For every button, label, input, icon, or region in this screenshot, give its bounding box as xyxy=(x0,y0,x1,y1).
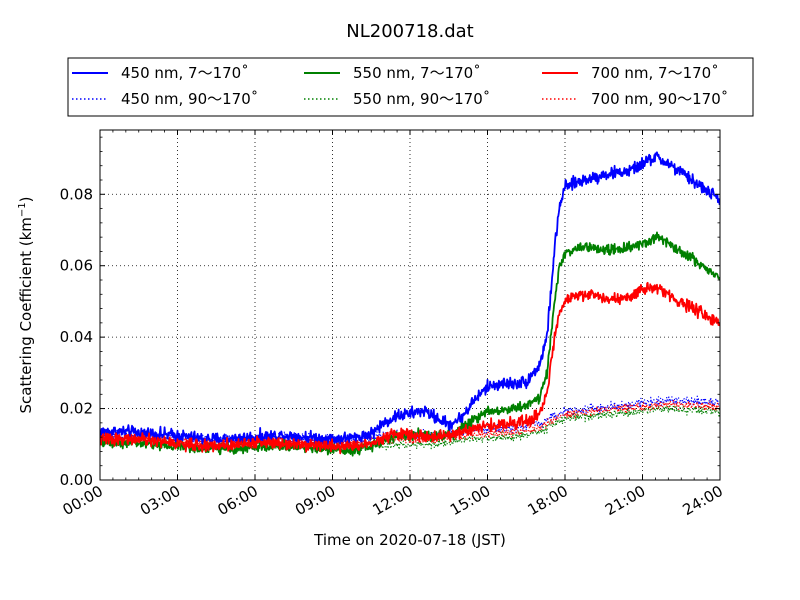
series-line-2 xyxy=(100,281,720,455)
y-axis-label-exponent: −1 xyxy=(17,202,28,217)
legend-label-0: 450 nm, 7～170˚ xyxy=(121,64,249,82)
legend-label-3: 450 nm, 90～170˚ xyxy=(121,90,258,108)
x-tick-label: 24:00 xyxy=(680,482,726,519)
series-line-0 xyxy=(100,151,720,447)
legend: 450 nm, 7～170˚ 550 nm, 7～170˚ 700 nm, 7～17… xyxy=(67,57,754,117)
y-axis-label-main: Scattering Coefficient (km xyxy=(17,217,35,413)
y-tick-label: 0.00 xyxy=(60,471,93,489)
y-tick-label: 0.08 xyxy=(60,185,93,203)
x-tick-label: 21:00 xyxy=(602,482,648,519)
x-tick-label: 09:00 xyxy=(292,482,338,519)
legend-label-5: 700 nm, 90～170˚ xyxy=(591,90,728,108)
legend-label-2: 700 nm, 7～170˚ xyxy=(591,64,719,82)
y-tick-label: 0.04 xyxy=(60,328,93,346)
y-axis-label: Scattering Coefficient (km−1) xyxy=(17,196,35,413)
chart-title: NL200718.dat xyxy=(346,21,473,42)
legend-label-4: 550 nm, 90～170˚ xyxy=(353,90,490,108)
plot-background xyxy=(100,130,720,480)
x-axis-label: Time on 2020-07-18 (JST) xyxy=(313,531,506,549)
x-tick-label: 03:00 xyxy=(137,482,183,519)
y-tick-label: 0.06 xyxy=(60,257,93,275)
y-tick-label: 0.02 xyxy=(60,400,93,418)
y-axis-label-close: ) xyxy=(17,196,35,202)
series-line-4 xyxy=(100,404,720,454)
legend-label-1: 550 nm, 7～170˚ xyxy=(353,64,481,82)
legend-frame xyxy=(67,57,754,117)
x-tick-label: 12:00 xyxy=(370,482,416,519)
x-tick-label: 06:00 xyxy=(215,482,261,519)
x-tick-label: 15:00 xyxy=(447,482,493,519)
x-tick-label: 18:00 xyxy=(525,482,571,519)
